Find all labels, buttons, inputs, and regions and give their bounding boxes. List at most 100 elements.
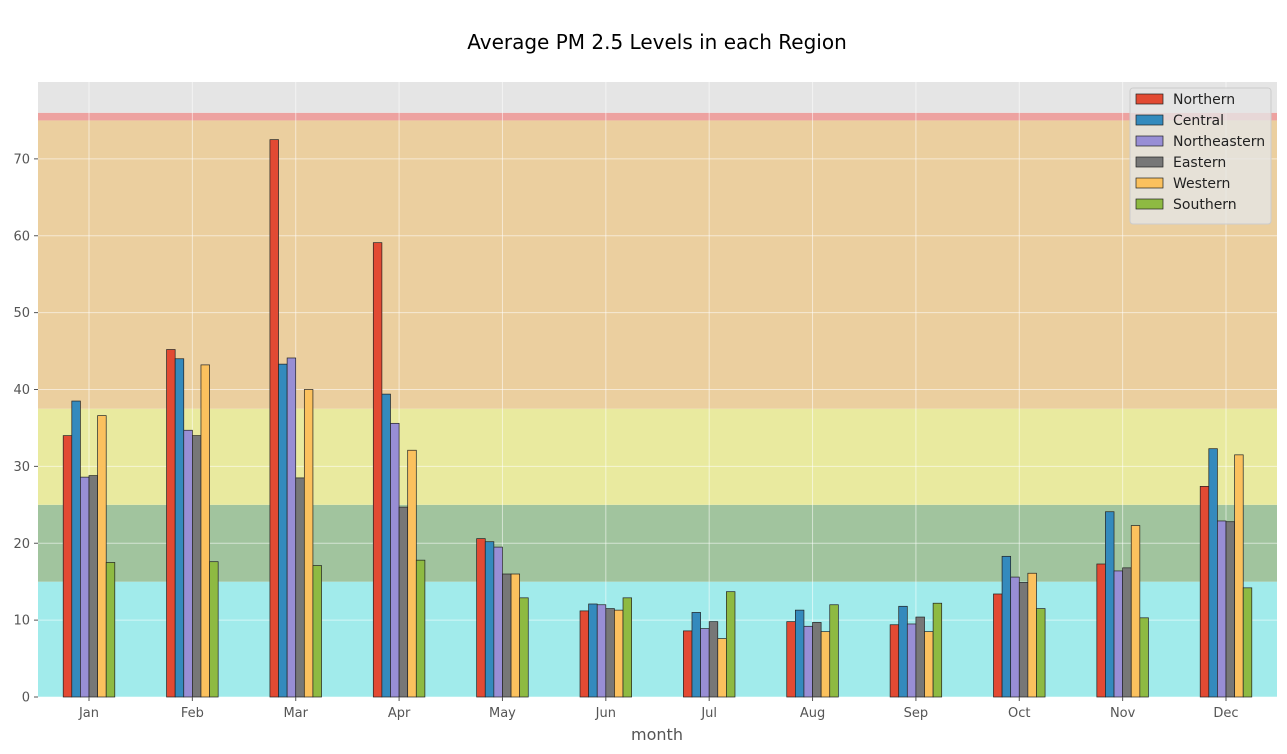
bar-northeastern-dec [1217,520,1227,698]
bar-southern-jul [726,591,736,698]
bar-eastern-feb [192,435,202,698]
bar-western-dec [1234,454,1244,698]
legend-swatch-central [1135,114,1164,126]
bar-central-aug [794,609,805,698]
bar-western-apr [407,449,417,698]
y-tick-label: 40 [13,383,30,398]
bar-central-may [484,541,495,698]
bar-eastern-nov [1122,567,1132,698]
bar-northern-jun [579,610,589,698]
bar-western-oct [1027,572,1037,698]
bar-northeastern-apr [390,422,400,698]
band-4 [38,112,1277,121]
bar-northeastern-jul [700,628,710,698]
x-tick-label: Mar [283,706,308,721]
x-axis-ticks: Jan Feb Mar Apr May Jun Jul Aug Sep Oct Nov Dec [78,697,1239,721]
bar-eastern-sep [915,616,925,698]
bar-northeastern-mar [286,357,297,698]
y-axis-ticks: 0 10 20 30 40 50 60 70 [13,152,38,706]
bar-central-apr [381,393,391,698]
bar-southern-aug [829,604,839,698]
bar-western-may [510,573,521,698]
x-tick-label: Nov [1110,706,1136,721]
bar-northern-aug [786,621,796,698]
y-tick-label: 0 [22,691,30,706]
bar-southern-oct [1036,608,1046,698]
bar-northern-feb [166,349,176,698]
bar-eastern-jan [88,475,98,698]
x-tick-label: Dec [1213,706,1238,721]
legend-label-central: Central [1173,113,1224,129]
bar-central-oct [1001,555,1012,698]
bar-eastern-apr [398,506,409,698]
x-tick-label: May [489,706,516,721]
bar-southern-mar [312,565,322,698]
legend-swatch-western [1135,177,1164,189]
bars [62,139,1253,698]
x-tick-label: Feb [181,706,204,721]
legend-label-eastern: Eastern [1173,155,1226,171]
bar-eastern-oct [1018,582,1029,698]
bar-northern-oct [993,593,1003,698]
bar-northeastern-feb [183,429,193,698]
bar-northern-jul [683,630,693,698]
bar-central-feb [174,358,185,698]
legend-box [1129,87,1272,225]
bar-eastern-jul [708,621,719,698]
bar-southern-jun [622,597,632,698]
y-tick-label: 10 [13,614,30,629]
bar-northern-may [476,538,486,698]
legend-label-southern: Southern [1173,197,1237,213]
x-tick-label: Oct [1008,706,1030,721]
bar-western-mar [303,389,314,698]
legend-swatch-northern [1135,93,1164,105]
legend: Northern Central Northeastern Eastern Wester… [1129,87,1272,225]
y-tick-label: 30 [13,460,30,475]
bar-northeastern-oct [1010,576,1020,698]
band-0 [38,581,1277,697]
bar-eastern-dec [1225,521,1235,698]
x-tick-label: Jul [700,706,717,721]
bar-northeastern-nov [1113,570,1123,698]
bar-northern-nov [1096,563,1106,698]
y-tick-label: 70 [13,152,30,167]
chart-title: Average PM 2.5 Levels in each Region [467,30,847,54]
bar-southern-dec [1242,587,1253,698]
bar-southern-apr [415,559,426,698]
bar-eastern-aug [812,622,822,698]
y-tick-label: 20 [13,537,30,552]
bar-central-jul [691,612,701,698]
bar-central-nov [1105,511,1115,698]
legend-swatch-northeastern [1135,135,1164,147]
bar-northern-dec [1199,486,1210,698]
legend-label-western: Western [1173,176,1230,192]
bar-northeastern-aug [803,625,813,698]
band-5 [38,82,1277,113]
bar-central-jan [71,400,81,698]
bar-eastern-mar [295,477,305,698]
bar-southern-jan [105,562,116,698]
legend-label-northern: Northern [1173,92,1235,108]
x-axis-label: month [631,725,683,744]
bar-central-jun [588,603,598,698]
bar-southern-feb [209,561,219,698]
x-tick-label: Aug [800,706,825,721]
bar-eastern-may [502,573,512,698]
x-tick-label: Jan [78,706,99,721]
bar-eastern-jun [605,608,615,698]
grid-lines [38,82,1277,698]
bar-northern-sep [889,624,900,698]
band-2 [38,408,1277,505]
bar-southern-nov [1139,617,1149,698]
y-tick-label: 50 [13,306,30,321]
bar-northern-jan [62,435,73,698]
bar-northeastern-jan [80,476,90,698]
legend-swatch-southern [1135,198,1164,210]
bar-western-sep [924,631,934,698]
bar-northeastern-sep [906,623,917,698]
x-tick-label: Sep [904,706,929,721]
bar-northern-mar [269,139,279,698]
bar-northeastern-jun [596,604,607,698]
legend-label-northeastern: Northeastern [1173,134,1265,150]
